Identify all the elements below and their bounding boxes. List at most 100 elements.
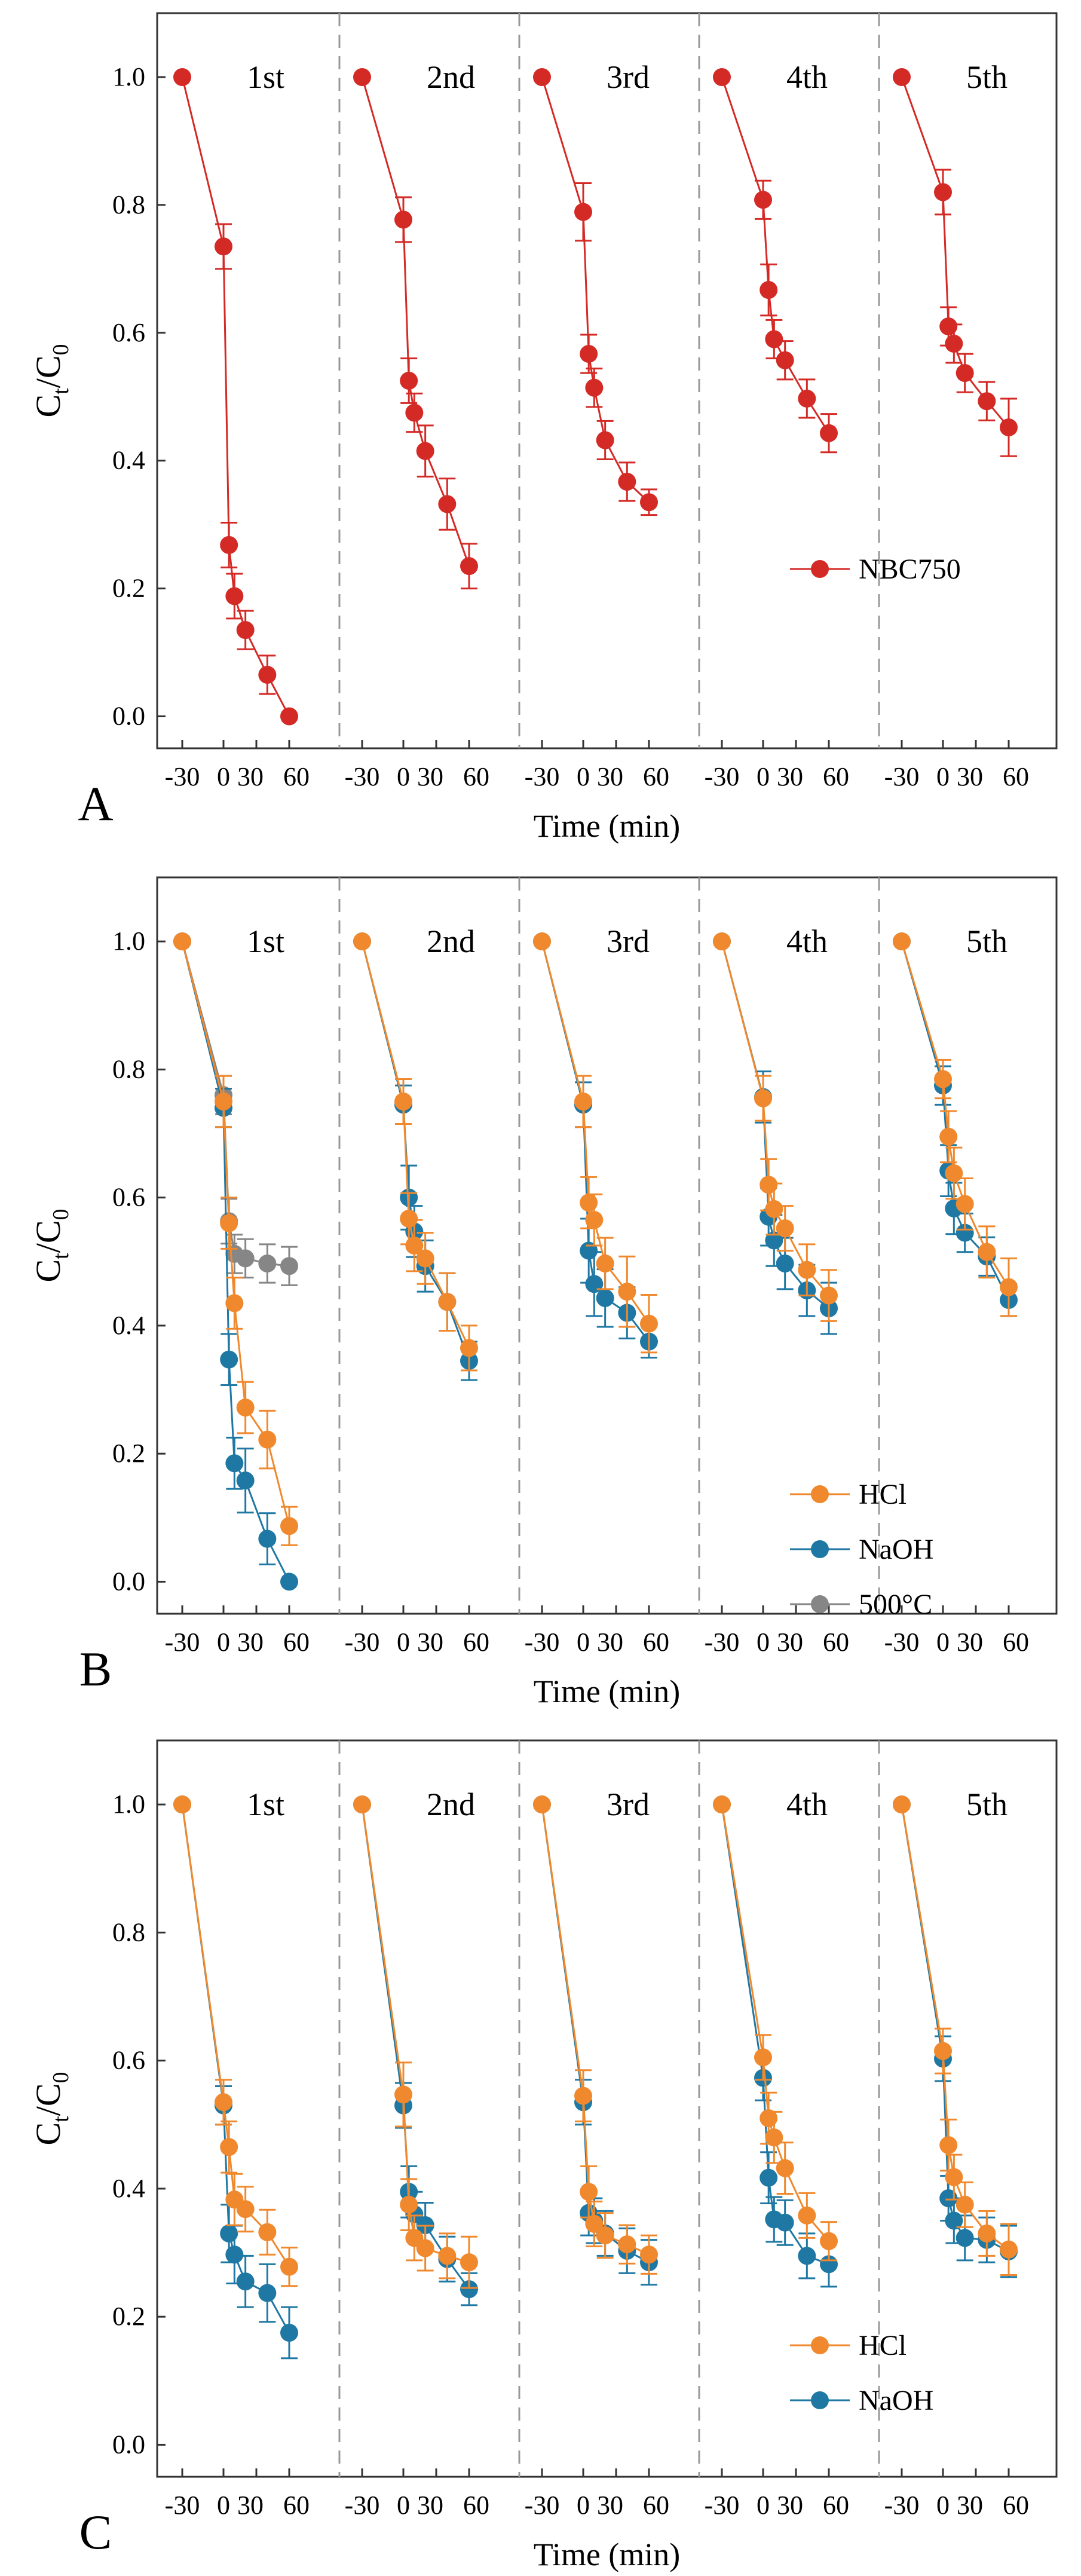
legend-label: HCl — [859, 1479, 907, 1510]
series-line — [361, 941, 470, 1349]
plot-frame — [156, 12, 1058, 749]
y-tick-label: 1.0 — [112, 62, 145, 91]
data-point — [400, 2195, 418, 2214]
x-tick-label: 0 — [757, 2491, 770, 2520]
data-point — [225, 587, 244, 605]
x-tick-label: 30 — [957, 2491, 983, 2520]
series-HCl — [173, 1795, 1018, 2289]
y-axis-label-part: /C — [29, 2083, 68, 2116]
data-point — [978, 1243, 996, 1261]
legend-marker — [811, 1485, 829, 1503]
data-point — [1000, 418, 1018, 437]
data-point — [460, 557, 478, 576]
x-tick-label: 30 — [417, 762, 443, 791]
data-point — [215, 2093, 232, 2112]
data-point — [215, 237, 232, 256]
x-tick-label: -30 — [884, 1627, 920, 1657]
y-tick-label: 1.0 — [112, 1789, 145, 1819]
x-tick-label: 30 — [417, 1627, 443, 1657]
x-tick-label: 60 — [283, 1627, 310, 1657]
legend-marker — [811, 1595, 829, 1613]
data-point — [585, 2214, 604, 2233]
x-tick-label: 60 — [463, 762, 489, 791]
data-point — [258, 2223, 277, 2241]
data-point — [215, 1092, 232, 1110]
y-tick-label: 0.2 — [112, 2302, 145, 2331]
cycle-label: 2nd — [427, 923, 475, 959]
x-tick-label: 60 — [643, 762, 669, 791]
cycle-label: 3rd — [607, 59, 650, 95]
data-point — [939, 1127, 958, 1146]
series-line — [541, 941, 650, 1324]
data-point — [585, 1275, 604, 1293]
x-tick-label: 30 — [597, 2491, 623, 2520]
data-point — [585, 1211, 604, 1229]
data-point — [956, 2229, 974, 2247]
x-tick-label: -30 — [884, 2491, 920, 2520]
data-point — [934, 1070, 952, 1088]
data-point — [956, 1223, 974, 1242]
y-tick-label: 0.4 — [112, 446, 145, 475]
data-point — [939, 317, 958, 336]
data-point — [533, 932, 551, 951]
series-line — [181, 77, 290, 717]
data-point — [533, 68, 551, 86]
data-point — [945, 2168, 963, 2186]
data-point — [280, 1572, 298, 1591]
data-point — [400, 372, 418, 390]
data-point — [460, 2253, 478, 2272]
cycle-label: 3rd — [607, 1786, 650, 1822]
data-point — [585, 378, 604, 397]
cycle-label: 1st — [247, 923, 284, 959]
data-point — [394, 2085, 412, 2104]
data-point — [236, 2200, 255, 2219]
data-point — [754, 191, 772, 209]
data-point — [280, 1257, 298, 1275]
data-point — [713, 68, 731, 86]
data-point — [765, 330, 783, 348]
x-tick-label: 60 — [283, 762, 310, 791]
data-point — [893, 932, 911, 951]
data-point — [1000, 2240, 1018, 2259]
data-point — [460, 1339, 478, 1357]
data-point — [640, 2245, 658, 2264]
x-axis-label: Time (min) — [534, 1674, 681, 1709]
legend: NBC750 — [790, 553, 961, 585]
data-point — [934, 183, 952, 201]
data-point — [596, 431, 614, 449]
x-tick-label: -30 — [345, 762, 380, 791]
x-tick-label: 0 — [217, 2491, 230, 2520]
y-axis-label: Ct/C0 — [29, 344, 74, 417]
data-point — [438, 2247, 457, 2265]
series-line — [361, 77, 470, 567]
legend: HCl NaOH 500°C — [790, 1479, 933, 1620]
legend-label: NBC750 — [859, 553, 961, 585]
series-line — [901, 77, 1010, 429]
data-point — [776, 2159, 794, 2177]
y-tick-label: 0.8 — [112, 1054, 145, 1084]
x-tick-label: 0 — [577, 762, 590, 791]
y-axis-label: Ct/C0 — [29, 1209, 74, 1282]
data-point — [416, 1249, 434, 1268]
x-tick-label: 0 — [577, 1627, 590, 1657]
data-point — [978, 392, 996, 411]
data-point — [405, 1237, 424, 1255]
data-point — [798, 2206, 816, 2225]
x-tick-label: -30 — [165, 2491, 200, 2520]
y-tick-label: 0.4 — [112, 1311, 145, 1340]
x-tick-label: 0 — [936, 762, 950, 791]
y-tick-label: 0.0 — [112, 702, 145, 731]
data-point — [400, 1210, 418, 1228]
data-point — [1000, 1278, 1018, 1296]
data-point — [798, 389, 816, 408]
x-tick-label: 60 — [823, 2491, 849, 2520]
data-point — [760, 1176, 778, 1194]
data-point — [236, 621, 255, 640]
x-tick-label: -30 — [525, 1627, 560, 1657]
x-tick-label: 30 — [237, 2491, 264, 2520]
data-point — [580, 1194, 598, 1212]
x-tick-label: -30 — [525, 2491, 560, 2520]
x-tick-label: 0 — [397, 1627, 410, 1657]
